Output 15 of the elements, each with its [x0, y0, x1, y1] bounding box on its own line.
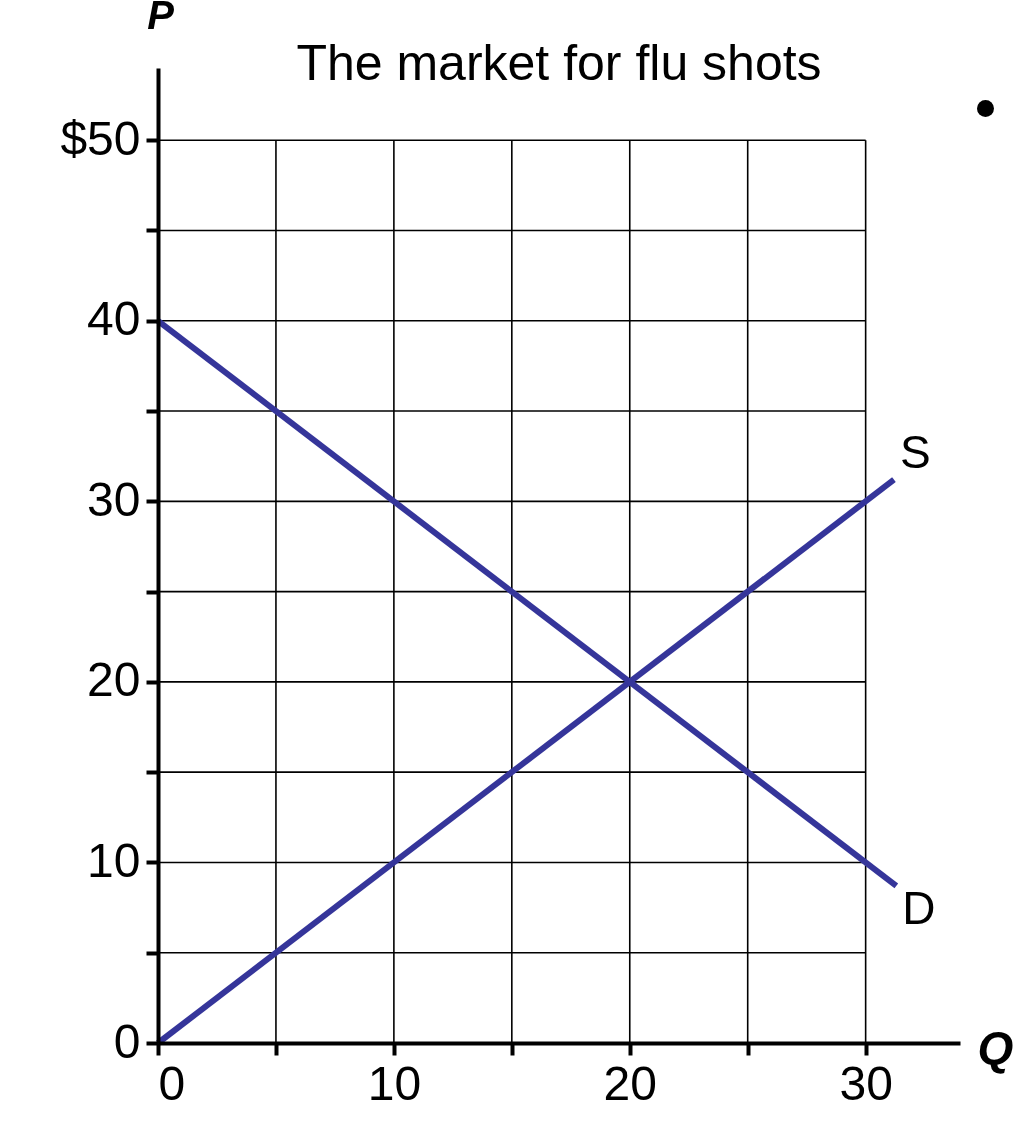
series-label: S [899, 425, 931, 478]
y-tick-label: 30 [87, 472, 141, 526]
x-tick-label: 0 [158, 1056, 186, 1110]
chart-title: The market for flu shots [296, 35, 822, 91]
y-tick-label: 0 [113, 1014, 141, 1068]
x-tick-label: 30 [839, 1056, 893, 1110]
y-tick-label: $50 [60, 111, 141, 165]
y-axis-title: P [147, 0, 175, 37]
y-tick-label: 20 [87, 653, 141, 707]
x-axis-title: Q [977, 1021, 1014, 1074]
y-tick-label: 40 [87, 292, 141, 346]
y-tick-label: 10 [87, 833, 141, 887]
x-tick-label: 20 [603, 1056, 657, 1110]
series-label: D [902, 881, 936, 934]
x-tick-label: 10 [367, 1056, 422, 1110]
